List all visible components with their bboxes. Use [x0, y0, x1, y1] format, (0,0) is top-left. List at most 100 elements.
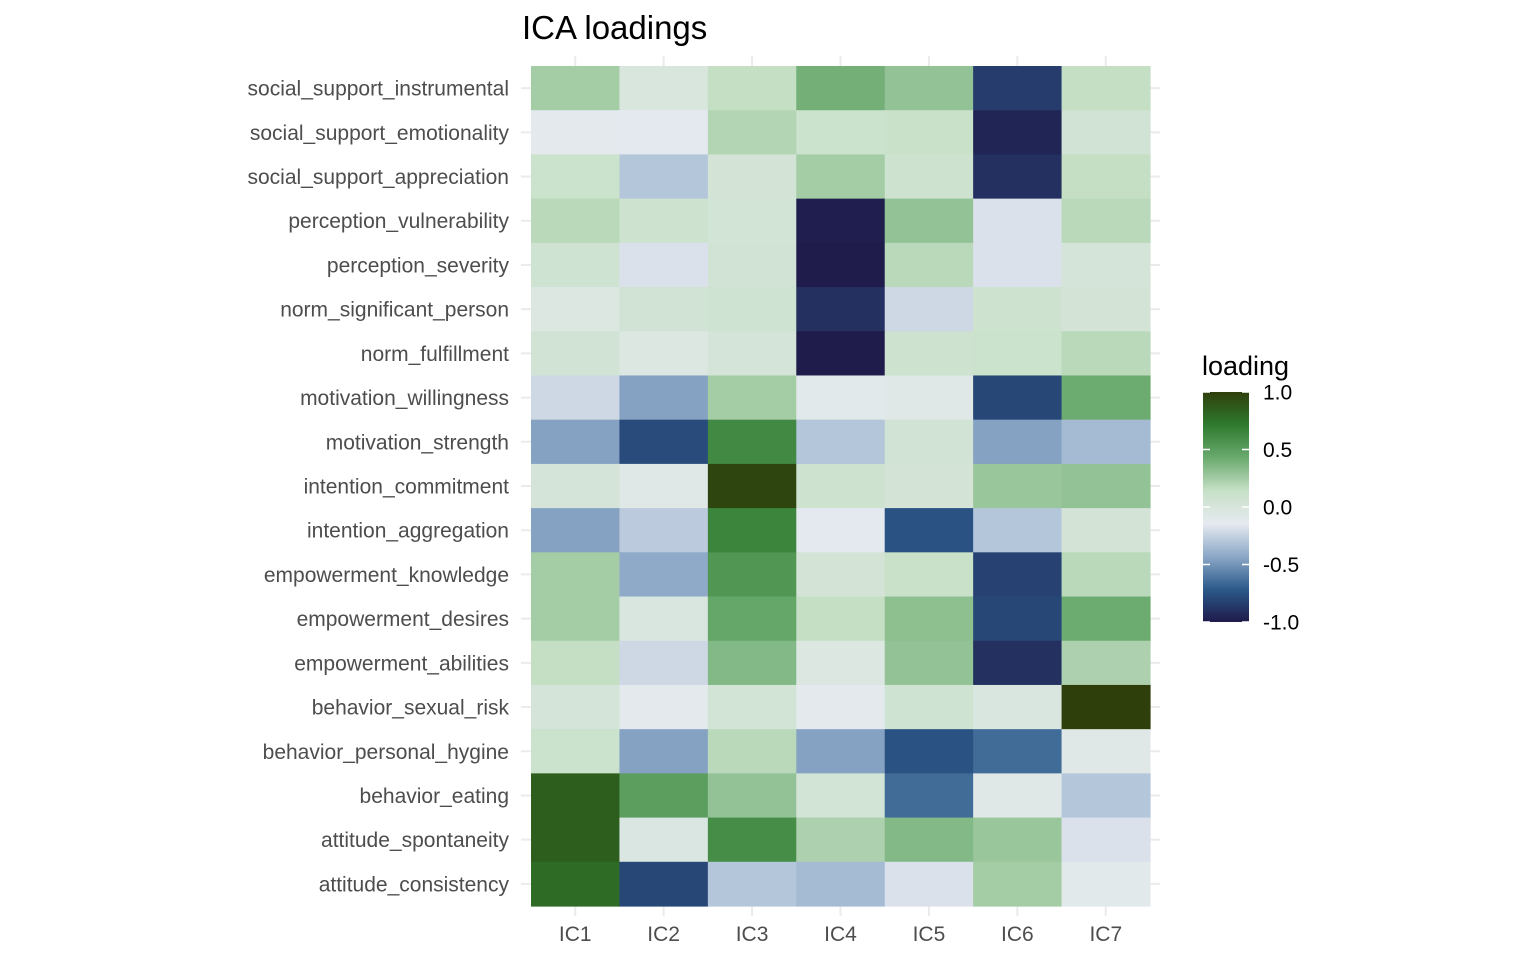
legend-tick-label: 0.0 — [1263, 497, 1292, 520]
heatmap-cell — [707, 684, 797, 730]
heatmap-cell — [531, 640, 621, 686]
heatmap-cells — [531, 66, 1151, 907]
heatmap-cell — [619, 640, 709, 686]
heatmap-cell — [707, 861, 797, 907]
y-tick-label: social_support_emotionality — [250, 122, 510, 145]
heatmap-cell — [796, 331, 886, 377]
heatmap-cell — [973, 773, 1063, 819]
heatmap-cell — [619, 552, 709, 598]
heatmap-cell — [619, 817, 709, 863]
heatmap-cell — [973, 817, 1063, 863]
y-tick-labels: social_support_instrumental social_suppor… — [247, 78, 509, 897]
y-tick-label: motivation_willingness — [300, 387, 509, 410]
legend-title: loading — [1202, 351, 1289, 381]
heatmap-cell — [707, 242, 797, 288]
heatmap-cell — [973, 640, 1063, 686]
x-tick-label: IC6 — [1001, 923, 1034, 946]
y-tick-label: perception_vulnerability — [288, 210, 509, 233]
heatmap-cell — [796, 861, 886, 907]
heatmap-cell — [796, 66, 886, 111]
heatmap-cell — [884, 242, 974, 288]
heatmap-cell — [796, 596, 886, 642]
heatmap-cell — [531, 287, 621, 332]
heatmap-cell — [1061, 110, 1151, 156]
heatmap-cell — [531, 419, 621, 465]
heatmap-cell — [619, 861, 709, 907]
heatmap-cell — [707, 331, 797, 377]
heatmap-cell — [973, 154, 1063, 200]
heatmap-cell — [707, 729, 797, 774]
heatmap-cell — [531, 684, 621, 730]
heatmap-cell — [1061, 463, 1151, 509]
heatmap-cell — [973, 861, 1063, 907]
heatmap-cell — [619, 508, 709, 553]
heatmap-cell — [619, 154, 709, 200]
y-tick-label: empowerment_abilities — [294, 652, 509, 675]
heatmap-cell — [707, 66, 797, 111]
y-tick-label: attitude_spontaneity — [321, 829, 509, 852]
heatmap-cell — [973, 375, 1063, 421]
heatmap-cell — [619, 773, 709, 819]
heatmap-cell — [531, 552, 621, 598]
heatmap-cell — [1061, 419, 1151, 465]
heatmap-cell — [884, 154, 974, 200]
heatmap-cell — [884, 773, 974, 819]
heatmap-cell — [531, 729, 621, 774]
heatmap-cell — [619, 242, 709, 288]
heatmap-cell — [796, 287, 886, 332]
heatmap-cell — [973, 729, 1063, 774]
heatmap-cell — [884, 419, 974, 465]
heatmap-cell — [973, 198, 1063, 244]
heatmap-cell — [619, 287, 709, 332]
heatmap-cell — [531, 508, 621, 553]
legend-tick-label: -1.0 — [1263, 612, 1299, 635]
y-tick-label: perception_severity — [327, 254, 510, 277]
heatmap-cell — [796, 817, 886, 863]
heatmap-cell — [796, 463, 886, 509]
heatmap-cell — [1061, 596, 1151, 642]
heatmap-cell — [1061, 729, 1151, 774]
y-tick-label: intention_aggregation — [307, 520, 509, 543]
heatmap-cell — [973, 66, 1063, 111]
heatmap-cell — [707, 198, 797, 244]
heatmap-cell — [884, 110, 974, 156]
heatmap-cell — [796, 729, 886, 774]
heatmap-cell — [1061, 242, 1151, 288]
heatmap-cell — [619, 110, 709, 156]
x-tick-labels: IC1 IC2 IC3 IC4 IC5 IC6 IC7 — [559, 923, 1122, 946]
heatmap-cell — [796, 154, 886, 200]
heatmap-cell — [884, 684, 974, 730]
heatmap-cell — [1061, 640, 1151, 686]
x-tick-label: IC1 — [559, 923, 592, 946]
heatmap-cell — [973, 331, 1063, 377]
x-tick-label: IC5 — [913, 923, 946, 946]
heatmap-cell — [707, 508, 797, 553]
heatmap-cell — [1061, 773, 1151, 819]
heatmap-cell — [707, 596, 797, 642]
legend-tick-labels: 1.0 0.5 0.0 -0.5 -1.0 — [1203, 382, 1299, 635]
y-tick-label: norm_significant_person — [280, 299, 509, 322]
heatmap-cell — [884, 198, 974, 244]
heatmap-cell — [884, 596, 974, 642]
y-tick-label: motivation_strength — [326, 431, 509, 454]
heatmap-cell — [531, 773, 621, 819]
y-tick-label: behavior_personal_hygine — [263, 741, 509, 764]
heatmap-cell — [531, 817, 621, 863]
heatmap-cell — [973, 463, 1063, 509]
heatmap-cell — [1061, 817, 1151, 863]
heatmap-cell — [973, 287, 1063, 332]
heatmap-cell — [1061, 66, 1151, 111]
heatmap-cell — [796, 419, 886, 465]
heatmap-cell — [884, 463, 974, 509]
heatmap-cell — [973, 508, 1063, 553]
heatmap-cell — [707, 375, 797, 421]
heatmap-cell — [796, 110, 886, 156]
x-tick-label: IC4 — [824, 923, 857, 946]
heatmap-cell — [619, 419, 709, 465]
heatmap-cell — [796, 640, 886, 686]
heatmap-cell — [619, 331, 709, 377]
legend-tick-label: 0.5 — [1263, 439, 1292, 462]
legend-tick-label: -0.5 — [1263, 554, 1299, 577]
heatmap-cell — [973, 552, 1063, 598]
